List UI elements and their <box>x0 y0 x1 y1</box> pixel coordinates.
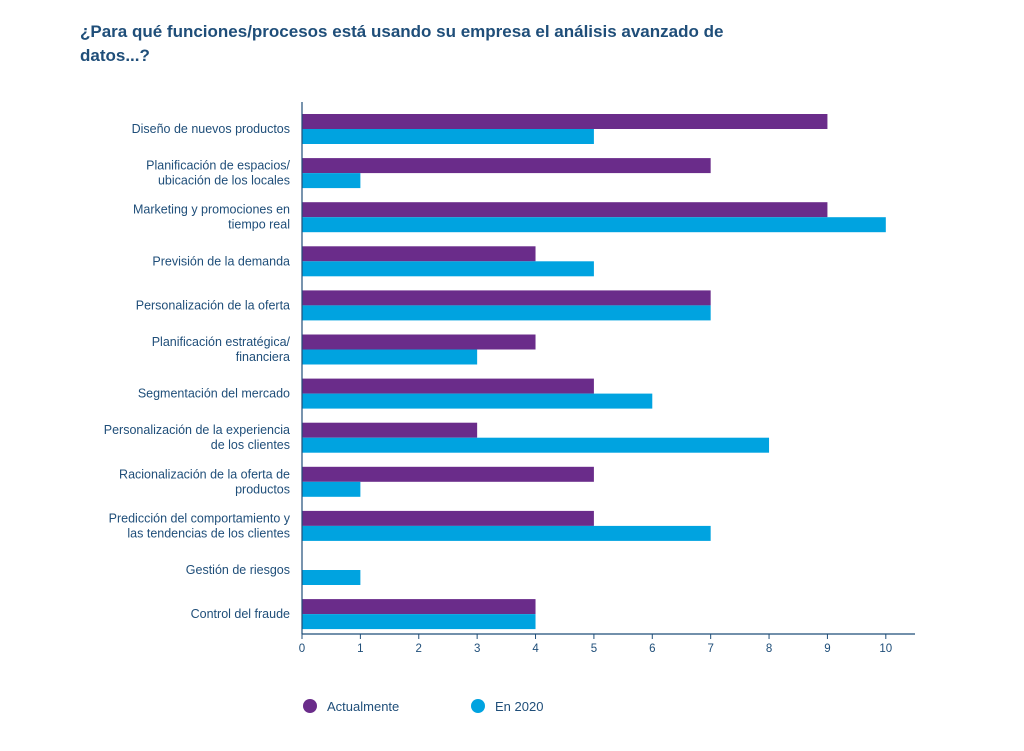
category-label: Predicción del comportamiento y las tende… <box>109 511 291 540</box>
bar-en-2020 <box>302 437 770 453</box>
x-tick-label: 10 <box>879 643 892 655</box>
x-tick-label: 7 <box>707 643 713 655</box>
bar-actualmente <box>302 334 536 350</box>
bar-en-2020 <box>302 129 594 144</box>
category-label: Control del fraude <box>191 607 290 621</box>
bar-actualmente <box>302 422 478 438</box>
category-label: Planificación de espacios/ubicación de l… <box>146 159 290 188</box>
category-label: Racionalización de la oferta de productos <box>119 467 290 496</box>
bar-actualmente <box>302 378 594 394</box>
x-tick-label: 8 <box>766 643 772 655</box>
bar-en-2020 <box>302 261 594 277</box>
category-label: Segmentación del mercado <box>138 387 290 401</box>
category-label: Personalización de la experiencia de los … <box>104 423 290 452</box>
bar-en-2020 <box>302 393 653 409</box>
bars-layer <box>302 114 886 630</box>
bar-en-2020 <box>302 614 536 630</box>
bar-actualmente <box>302 158 711 174</box>
category-label: Diseño de nuevos productos <box>132 122 290 136</box>
bar-actualmente <box>302 466 594 482</box>
legend-label: En 2020 <box>495 699 543 714</box>
category-label: Planificación estratégica/financiera <box>152 335 291 364</box>
x-tick-label: 5 <box>591 643 597 655</box>
category-label: Personalización de la oferta <box>136 298 290 312</box>
x-tick-label: 3 <box>474 643 480 655</box>
category-label: Previsión de la demanda <box>152 254 290 268</box>
bar-en-2020 <box>302 173 361 189</box>
bar-actualmente <box>302 290 711 306</box>
bar-actualmente <box>302 510 594 526</box>
x-tick-label: 0 <box>299 643 305 655</box>
x-tick-label: 2 <box>416 643 422 655</box>
bar-en-2020 <box>302 349 478 365</box>
legend-label: Actualmente <box>327 699 399 714</box>
x-tick-label: 4 <box>532 643 539 655</box>
bar-actualmente <box>302 599 536 615</box>
x-tick-label: 9 <box>824 643 830 655</box>
bar-en-2020 <box>302 217 886 233</box>
chart-title: ¿Para qué funciones/procesos está usando… <box>80 22 724 65</box>
axes: 0 1 2 3 4 5 6 7 8 9 10 <box>299 102 915 655</box>
legend: Actualmente En 2020 <box>303 699 543 714</box>
category-label: Gestión de riesgos <box>186 563 290 577</box>
category-label: Marketing y promociones en tiempo real <box>133 203 290 232</box>
x-tick-label: 6 <box>649 643 655 655</box>
bar-en-2020 <box>302 305 711 321</box>
bar-en-2020 <box>302 525 711 541</box>
x-tick-label: 1 <box>357 643 363 655</box>
bar-en-2020 <box>302 570 361 585</box>
category-labels: Diseño de nuevos productos Planificación … <box>104 122 291 621</box>
legend-marker-en-2020 <box>471 699 485 713</box>
bar-actualmente <box>302 246 536 262</box>
bar-en-2020 <box>302 481 361 497</box>
legend-marker-actualmente <box>303 699 317 713</box>
bar-actualmente <box>302 114 828 129</box>
bar-actualmente <box>302 202 828 218</box>
